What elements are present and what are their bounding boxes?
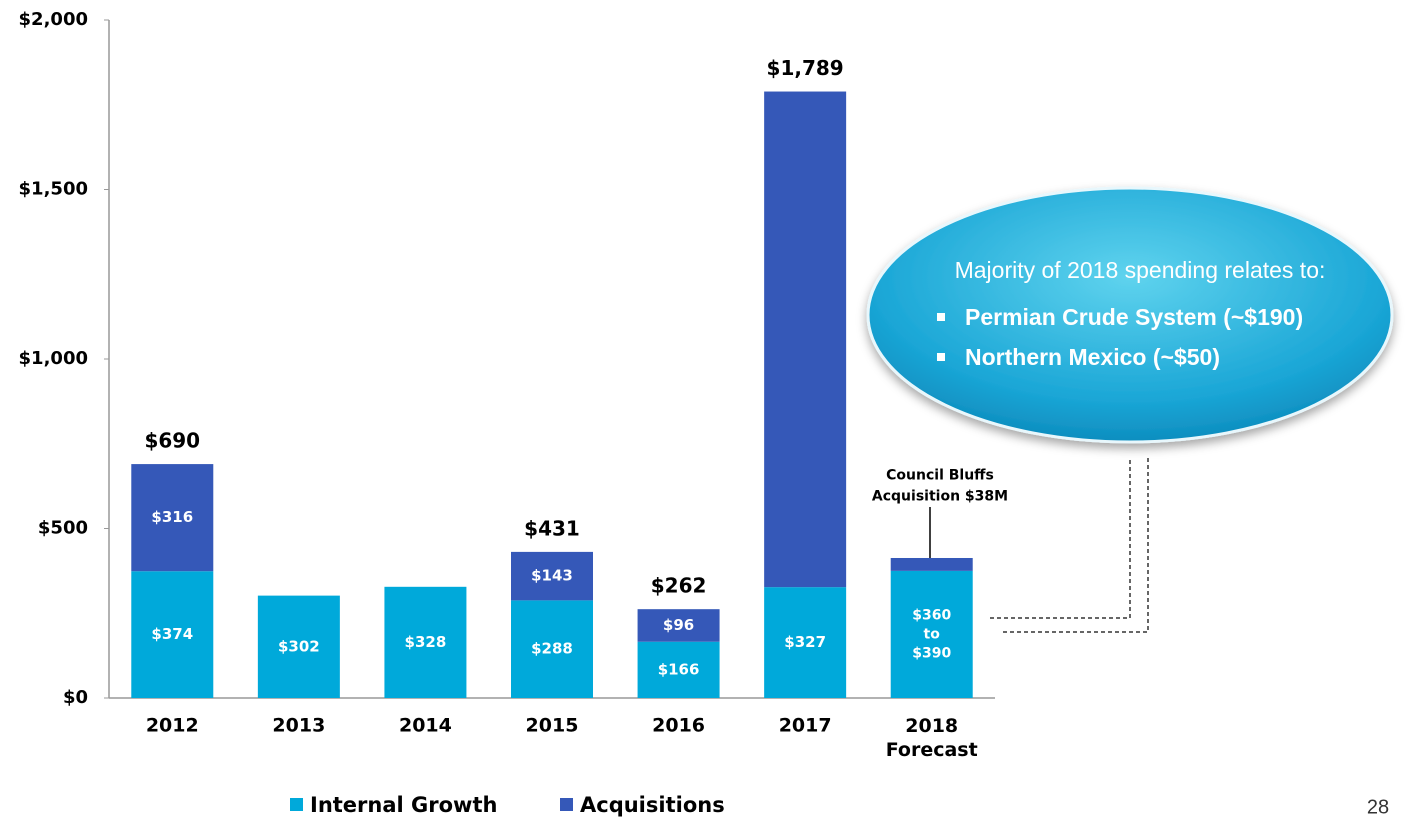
bar-segment bbox=[890, 570, 973, 698]
data-label: $143 bbox=[531, 567, 573, 585]
x-tick-label: 2017 bbox=[779, 715, 832, 737]
callout-bubble bbox=[866, 186, 1394, 444]
y-tick-label: $1,500 bbox=[19, 179, 88, 200]
x-tick-label: 2012 bbox=[146, 715, 199, 737]
x-tick-label: 2018 Forecast bbox=[886, 715, 978, 761]
total-label: $690 bbox=[144, 429, 200, 453]
data-label: $316 bbox=[151, 508, 193, 526]
bar-segment bbox=[637, 641, 720, 698]
x-tick-label: 2016 bbox=[652, 715, 705, 737]
x-tick-label: 2013 bbox=[272, 715, 325, 737]
callout-item: Northern Mexico (~$50) bbox=[965, 344, 1220, 370]
data-label: $166 bbox=[658, 660, 700, 678]
data-label: $328 bbox=[405, 633, 447, 651]
data-label: $327 bbox=[784, 633, 826, 651]
bar-segment bbox=[131, 464, 214, 572]
y-tick-label: $0 bbox=[63, 687, 88, 708]
bar-segment bbox=[637, 609, 720, 642]
bar-segment bbox=[511, 551, 593, 601]
data-label: $360 to $390 bbox=[912, 607, 951, 661]
page-number: 28 bbox=[1367, 796, 1389, 818]
bar-segment bbox=[384, 586, 467, 698]
total-label: $1,789 bbox=[767, 56, 844, 80]
legend-label: Acquisitions bbox=[580, 793, 725, 817]
total-label: $431 bbox=[524, 516, 580, 540]
legend-label: Internal Growth bbox=[310, 793, 497, 817]
data-label: Permian Crude System $1,462 bbox=[772, 6, 837, 73]
bar-segment bbox=[890, 557, 973, 571]
legend-swatch bbox=[290, 798, 303, 811]
connector bbox=[1003, 458, 1149, 633]
bullet bbox=[937, 313, 945, 321]
bar-segment bbox=[257, 595, 340, 698]
data-label: $374 bbox=[151, 625, 193, 643]
bar-segment bbox=[511, 600, 593, 698]
data-label: $288 bbox=[531, 640, 573, 658]
x-tick-label: 2015 bbox=[526, 715, 579, 737]
callout-heading: Majority of 2018 spending relates to: bbox=[955, 257, 1326, 283]
data-label: $302 bbox=[278, 637, 320, 655]
y-tick-label: $2,000 bbox=[19, 9, 88, 30]
annotation: Council Bluffs Acquisition $38M bbox=[872, 468, 1008, 505]
bar-segment bbox=[764, 91, 847, 588]
bar-segment bbox=[764, 587, 847, 698]
y-tick-label: $500 bbox=[38, 518, 88, 539]
total-label: $262 bbox=[651, 574, 707, 598]
data-label: $96 bbox=[663, 616, 694, 634]
callout-item: Permian Crude System (~$190) bbox=[965, 304, 1303, 330]
legend-swatch bbox=[560, 798, 573, 811]
bar-segment bbox=[131, 571, 214, 698]
y-tick-label: $1,000 bbox=[19, 348, 88, 369]
connector bbox=[990, 460, 1131, 619]
x-tick-label: 2014 bbox=[399, 715, 452, 737]
bullet bbox=[937, 353, 945, 361]
